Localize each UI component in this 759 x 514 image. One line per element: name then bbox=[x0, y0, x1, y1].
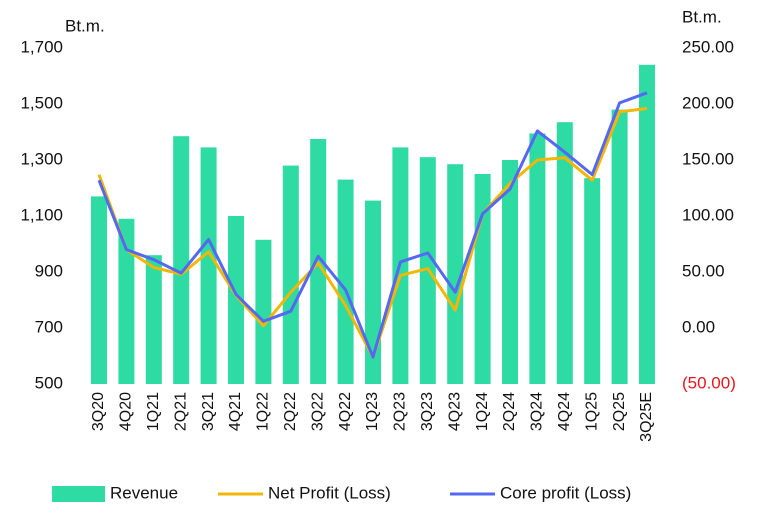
y2-tick-label: 150.00 bbox=[682, 149, 734, 168]
bar bbox=[529, 133, 546, 384]
bar bbox=[255, 239, 272, 384]
bar bbox=[145, 255, 162, 384]
y2-tick-label: 0.00 bbox=[682, 317, 715, 336]
line bbox=[97, 91, 648, 359]
y-tick-label: 1,300 bbox=[20, 149, 63, 168]
x-tick-label: 1Q22 bbox=[255, 392, 272, 431]
x-tick-label: 1Q25 bbox=[583, 392, 600, 431]
bar bbox=[91, 196, 107, 384]
x-tick-label: 2Q23 bbox=[392, 392, 409, 431]
y-tick-label: 900 bbox=[35, 261, 63, 280]
bar bbox=[556, 122, 573, 384]
legend-swatch bbox=[52, 486, 105, 502]
y-tick-label: 700 bbox=[35, 317, 63, 336]
x-tick-label: 4Q20 bbox=[118, 392, 135, 431]
bar bbox=[228, 216, 244, 384]
x-tick-label: 1Q21 bbox=[145, 392, 162, 431]
bar bbox=[639, 64, 655, 385]
y-tick-label: 1,500 bbox=[20, 93, 63, 112]
legend-label: Net Profit (Loss) bbox=[268, 483, 391, 502]
bar bbox=[173, 136, 190, 384]
bar bbox=[447, 164, 464, 384]
x-tick-label: 2Q24 bbox=[501, 392, 518, 431]
x-tick-label: 1Q23 bbox=[364, 392, 381, 431]
x-tick-label: 4Q21 bbox=[227, 392, 244, 431]
bar bbox=[118, 218, 135, 384]
x-tick-label: 3Q21 bbox=[200, 392, 217, 431]
legend-label: Revenue bbox=[110, 483, 178, 502]
y2-tick-label: 100.00 bbox=[682, 205, 734, 224]
bar bbox=[337, 179, 354, 384]
y-tick-label: 500 bbox=[35, 373, 63, 392]
y2-axis-label: Bt.m. bbox=[682, 7, 722, 26]
x-tick-label: 3Q25E bbox=[638, 392, 655, 442]
y2-tick-label: 250.00 bbox=[682, 37, 734, 56]
x-tick-label: 2Q21 bbox=[172, 392, 189, 431]
x-tick-label: 4Q22 bbox=[337, 392, 354, 431]
bar bbox=[584, 178, 601, 384]
bar bbox=[502, 160, 518, 384]
y-tick-label: 1,100 bbox=[20, 205, 63, 224]
x-tick-label: 3Q20 bbox=[90, 392, 107, 431]
x-tick-label: 3Q24 bbox=[529, 392, 546, 431]
x-tick-label: 4Q23 bbox=[446, 392, 463, 431]
x-tick-label: 3Q22 bbox=[309, 392, 326, 431]
x-tick-label: 2Q25 bbox=[611, 392, 628, 431]
bar bbox=[200, 147, 217, 384]
bar bbox=[282, 165, 299, 384]
bar bbox=[611, 109, 628, 384]
y-axis-label: Bt.m. bbox=[65, 16, 105, 35]
x-tick-label: 3Q23 bbox=[419, 392, 436, 431]
x-tick-label: 1Q24 bbox=[474, 392, 491, 431]
y-tick-label: 1,700 bbox=[20, 37, 63, 56]
y2-tick-label: (50.00) bbox=[682, 373, 736, 392]
x-tick-label: 4Q24 bbox=[556, 392, 573, 431]
x-tick-label: 2Q22 bbox=[282, 392, 299, 431]
y2-tick-label: 200.00 bbox=[682, 93, 734, 112]
y2-tick-label: 50.00 bbox=[682, 261, 725, 280]
legend-label: Core profit (Loss) bbox=[500, 483, 631, 502]
